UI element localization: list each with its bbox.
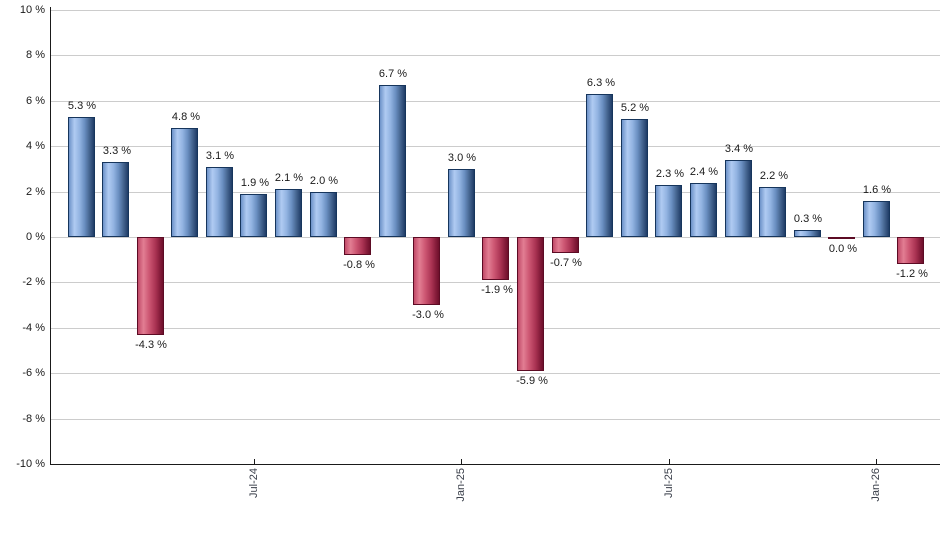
y-axis-tick-label: -4 %	[22, 322, 45, 334]
bar-17	[655, 185, 682, 237]
gridline-10pct	[51, 10, 940, 11]
bar-value-label-17: 2.3 %	[655, 168, 685, 180]
bar-value-label-11: 3.0 %	[447, 152, 477, 164]
bar-0	[68, 117, 95, 237]
bar-value-label-24: -1.2 %	[896, 268, 928, 280]
bar-value-label-12: -1.9 %	[481, 284, 513, 296]
bar-13	[517, 237, 544, 371]
y-axis-tick-label: -2 %	[22, 276, 45, 288]
bar-2	[137, 237, 164, 335]
y-axis-tick-label: 8 %	[26, 49, 45, 61]
bar-14	[552, 237, 579, 253]
x-axis-tick	[876, 459, 877, 465]
y-axis-tick-label: 4 %	[26, 140, 45, 152]
bar-value-label-15: 6.3 %	[586, 77, 616, 89]
y-axis-tick-label: 0 %	[26, 231, 45, 243]
bar-value-label-21: 0.3 %	[793, 213, 823, 225]
x-axis-tick-label: Jul-24	[248, 468, 260, 498]
bar-value-label-0: 5.3 %	[67, 100, 97, 112]
bar-3	[171, 128, 198, 237]
bar-value-label-3: 4.8 %	[171, 111, 201, 123]
bar-value-label-16: 5.2 %	[620, 102, 650, 114]
x-axis-tick	[669, 459, 670, 465]
bar-value-label-7: 2.0 %	[309, 175, 339, 187]
x-axis-tick-label: Jan-26	[870, 468, 882, 502]
y-axis-tick-label: 2 %	[26, 186, 45, 198]
bar-4	[206, 167, 233, 237]
bar-20	[759, 187, 786, 237]
bar-16	[621, 119, 648, 237]
gridline-2pct	[51, 192, 940, 193]
gridline-6pct	[51, 101, 940, 102]
bar-23	[863, 201, 890, 237]
y-axis-tick-label: -6 %	[22, 367, 45, 379]
bar-18	[690, 183, 717, 237]
bar-24	[897, 237, 924, 264]
x-axis-tick-label: Jan-25	[455, 468, 467, 502]
bar-value-label-8: -0.8 %	[343, 259, 375, 271]
bar-11	[448, 169, 475, 237]
x-axis-tick-label: Jul-25	[663, 468, 675, 498]
bar-value-label-10: -3.0 %	[412, 309, 444, 321]
gridline--6pct	[51, 373, 940, 374]
bar-value-label-22: 0.0 %	[828, 243, 858, 255]
x-axis-tick	[461, 459, 462, 465]
y-axis-tick-label: 6 %	[26, 95, 45, 107]
y-axis-line	[50, 7, 51, 465]
bar-value-label-20: 2.2 %	[759, 170, 789, 182]
y-axis-tick-label: 10 %	[19, 4, 45, 16]
gridline-8pct	[51, 55, 940, 56]
bar-value-label-4: 3.1 %	[205, 150, 235, 162]
bar-12	[482, 237, 509, 280]
gridline--4pct	[51, 328, 940, 329]
bar-10	[413, 237, 440, 305]
bar-15	[586, 94, 613, 237]
bar-21	[794, 230, 821, 237]
bar-value-label-5: 1.9 %	[240, 177, 270, 189]
bar-value-label-9: 6.7 %	[378, 68, 408, 80]
bar-value-label-14: -0.7 %	[550, 257, 582, 269]
y-axis-tick-label: -8 %	[22, 413, 45, 425]
bar-19	[725, 160, 752, 237]
x-axis-tick	[254, 459, 255, 465]
bar-9	[379, 85, 406, 237]
bar-8	[344, 237, 371, 255]
bar-value-label-1: 3.3 %	[102, 145, 132, 157]
bar-value-label-18: 2.4 %	[689, 166, 719, 178]
gridline-4pct	[51, 146, 940, 147]
bar-value-label-6: 2.1 %	[274, 172, 304, 184]
bar-7	[310, 192, 337, 237]
bar-value-label-23: 1.6 %	[862, 184, 892, 196]
bar-value-label-13: -5.9 %	[516, 375, 548, 387]
bar-value-label-2: -4.3 %	[135, 339, 167, 351]
x-axis-line	[50, 464, 940, 465]
gridline--8pct	[51, 419, 940, 420]
bar-1	[102, 162, 129, 237]
gridline--2pct	[51, 282, 940, 283]
y-axis-tick-label: -10 %	[16, 458, 45, 470]
bar-6	[275, 189, 302, 237]
bar-5	[240, 194, 267, 237]
bar-value-label-19: 3.4 %	[724, 143, 754, 155]
bar-22	[828, 237, 855, 239]
